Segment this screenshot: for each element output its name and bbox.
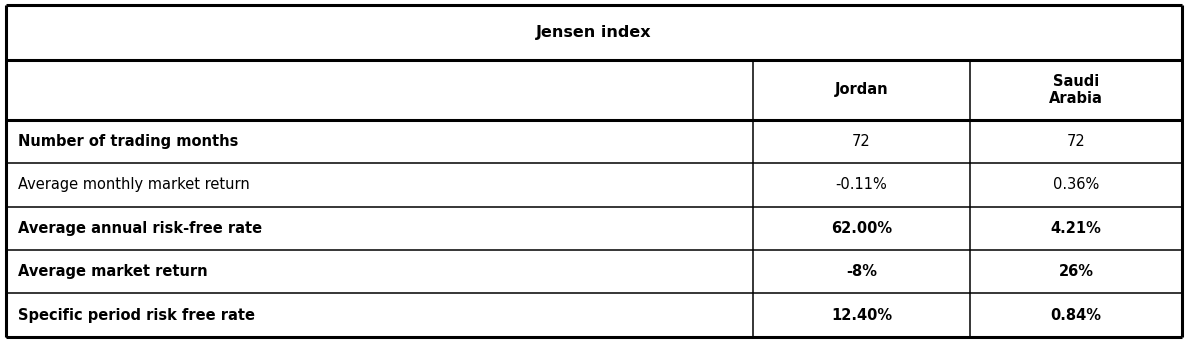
Text: Average monthly market return: Average monthly market return <box>18 177 249 192</box>
Text: Average market return: Average market return <box>18 264 208 279</box>
Text: 0.36%: 0.36% <box>1053 177 1099 192</box>
Text: 72: 72 <box>852 134 871 149</box>
Text: Number of trading months: Number of trading months <box>18 134 239 149</box>
Text: 26%: 26% <box>1059 264 1094 279</box>
Text: Average annual risk-free rate: Average annual risk-free rate <box>18 221 261 236</box>
Text: 62.00%: 62.00% <box>830 221 892 236</box>
Text: Specific period risk free rate: Specific period risk free rate <box>18 308 254 323</box>
Text: 72: 72 <box>1067 134 1086 149</box>
Text: -0.11%: -0.11% <box>835 177 887 192</box>
Text: 4.21%: 4.21% <box>1050 221 1101 236</box>
Text: 0.84%: 0.84% <box>1050 308 1101 323</box>
Text: Saudi
Arabia: Saudi Arabia <box>1049 74 1104 106</box>
Text: Jordan: Jordan <box>835 82 889 97</box>
Text: 12.40%: 12.40% <box>830 308 892 323</box>
Text: -8%: -8% <box>846 264 877 279</box>
Text: Jensen index: Jensen index <box>536 25 652 40</box>
